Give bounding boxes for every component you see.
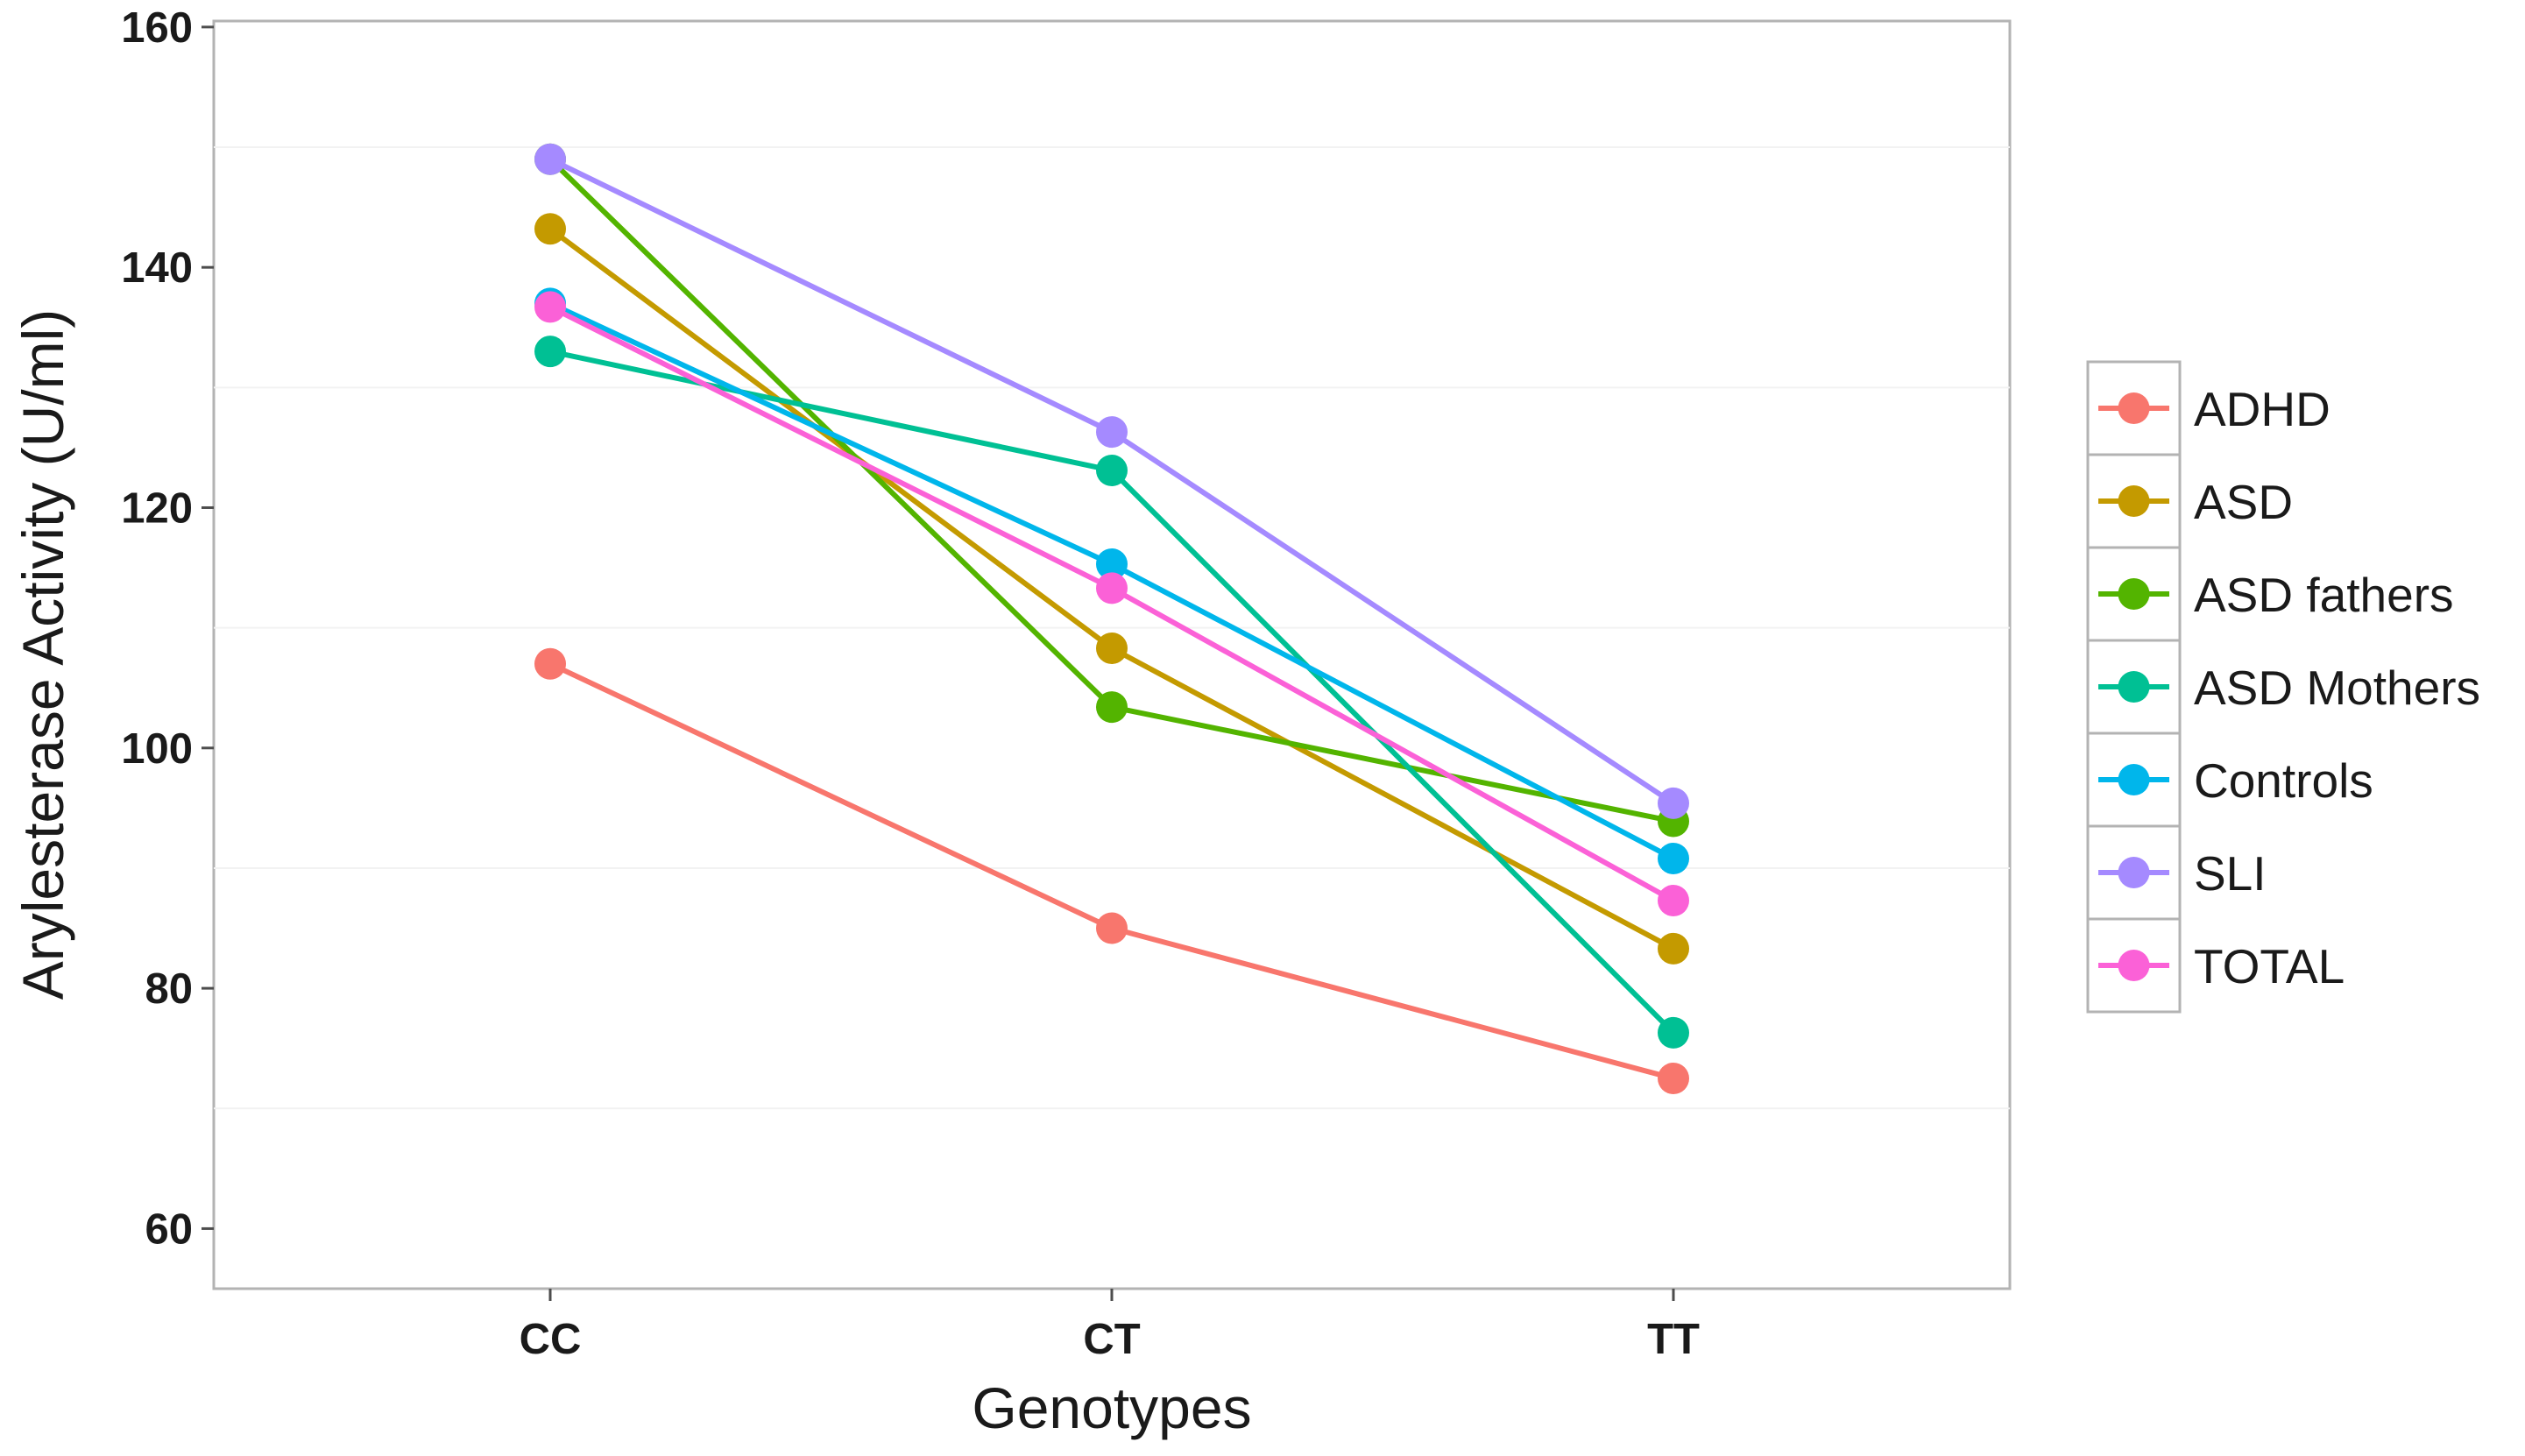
legend-label: ASD fathers <box>2194 568 2454 622</box>
y-tick-label: 60 <box>145 1205 193 1253</box>
legend-item-asd-fathers: ASD fathers <box>2086 546 2454 642</box>
data-point-asd-mothers <box>1658 1016 1689 1049</box>
data-point-adhd <box>1096 912 1128 944</box>
data-series <box>534 143 1689 1094</box>
legend-label: ASD Mothers <box>2194 661 2480 715</box>
x-tick-label: TT <box>1647 1316 1700 1363</box>
data-point-asd-mothers <box>534 336 566 368</box>
legend-key-point <box>2118 857 2150 888</box>
legend-label: TOTAL <box>2194 939 2345 993</box>
legend-label: SLI <box>2194 846 2267 901</box>
data-point-asd <box>1658 932 1689 965</box>
legend-key-point <box>2118 392 2150 424</box>
axes: 60 80 100 120 140 160 CC CT TT <box>121 4 1700 1363</box>
legend-key-point <box>2118 764 2150 795</box>
legend-item-asd-mothers: ASD Mothers <box>2086 639 2480 735</box>
legend-item-adhd: ADHD <box>2086 360 2330 456</box>
legend-key-point <box>2118 950 2150 981</box>
data-point-total <box>534 291 566 323</box>
y-axis-title: Arylesterase Activity (U/ml) <box>11 309 75 1000</box>
data-point-total <box>1658 884 1689 916</box>
data-point-asd-mothers <box>1096 454 1128 486</box>
data-point-asd-fathers <box>1096 691 1128 724</box>
series-adhd <box>534 647 1689 1094</box>
data-point-asd <box>534 213 566 245</box>
legend-key-point <box>2118 485 2150 517</box>
data-point-controls <box>1658 842 1689 874</box>
legend-label: Controls <box>2194 753 2373 808</box>
legend-item-controls: Controls <box>2086 732 2373 828</box>
data-point-sli <box>534 143 566 175</box>
legend-key-point <box>2118 671 2150 703</box>
data-point-sli <box>1658 787 1689 819</box>
series-sli <box>534 143 1689 819</box>
y-tick-label: 120 <box>121 484 193 532</box>
y-tick-label: 100 <box>121 725 193 773</box>
data-point-controls <box>1096 548 1128 580</box>
grid-lines <box>214 146 2010 1110</box>
legend: ADHD ASD ASD fathers ASD Mothers Controls SLI… <box>2086 360 2480 1014</box>
legend-label: ADHD <box>2194 382 2330 436</box>
series-total <box>534 291 1689 916</box>
x-tick-label: CC <box>520 1316 582 1363</box>
data-point-total <box>1096 572 1128 604</box>
legend-item-total: TOTAL <box>2086 917 2345 1014</box>
legend-item-asd: ASD <box>2086 453 2293 549</box>
legend-label: ASD <box>2194 475 2293 529</box>
legend-key-point <box>2118 578 2150 610</box>
x-tick-label: CT <box>1083 1316 1140 1363</box>
y-tick-label: 140 <box>121 244 193 292</box>
y-tick-label: 160 <box>121 4 193 52</box>
data-point-adhd <box>534 647 566 680</box>
y-tick-label: 80 <box>145 965 193 1013</box>
data-point-sli <box>1096 416 1128 449</box>
data-point-asd <box>1096 632 1128 664</box>
x-axis-title: Genotypes <box>972 1375 1251 1440</box>
data-point-adhd <box>1658 1062 1689 1094</box>
legend-item-sli: SLI <box>2086 824 2267 921</box>
